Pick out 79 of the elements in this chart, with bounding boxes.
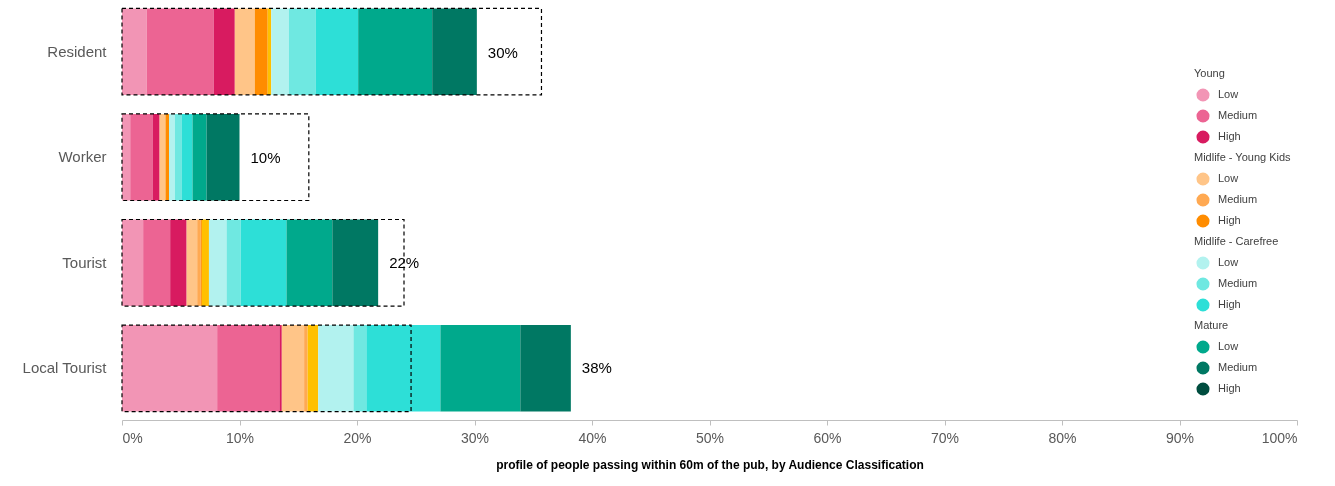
y-tick-label: Local Tourist bbox=[22, 359, 108, 377]
legend-label: High bbox=[1218, 130, 1241, 142]
bar bbox=[201, 219, 209, 307]
bar bbox=[169, 113, 175, 201]
bar bbox=[318, 325, 354, 412]
legend-label: Medium bbox=[1218, 193, 1258, 205]
bar bbox=[170, 219, 187, 307]
legend-label: Low bbox=[1218, 256, 1239, 268]
x-tick-label: 0% bbox=[122, 429, 143, 446]
bar bbox=[288, 8, 316, 95]
bar bbox=[254, 8, 268, 95]
legend-label: Low bbox=[1218, 172, 1239, 184]
legend-label: Medium bbox=[1218, 361, 1258, 373]
legend-label: Medium bbox=[1218, 109, 1258, 121]
bar bbox=[122, 8, 147, 95]
legend-label: High bbox=[1218, 382, 1241, 394]
x-tick-label: 30% bbox=[460, 429, 490, 446]
x-tick-label: 100% bbox=[1261, 429, 1298, 446]
bar bbox=[440, 325, 521, 412]
bar bbox=[358, 8, 433, 95]
annotation: 10% bbox=[250, 148, 281, 166]
bar bbox=[366, 325, 441, 412]
annotation: 30% bbox=[487, 43, 518, 61]
x-tick-label: 60% bbox=[813, 429, 842, 446]
bar bbox=[165, 113, 169, 201]
bar bbox=[353, 325, 367, 412]
x-tick-label: 50% bbox=[695, 429, 725, 446]
bar bbox=[208, 219, 227, 307]
bar bbox=[122, 113, 131, 201]
bar bbox=[315, 8, 359, 95]
bar bbox=[332, 219, 379, 307]
bar bbox=[121, 7, 543, 96]
x-tick-label: 10% bbox=[225, 429, 255, 446]
bar bbox=[279, 325, 282, 412]
annotation: Midlife - Young Kids bbox=[1194, 151, 1292, 163]
x-tick-label: 90% bbox=[1165, 429, 1195, 446]
x-tick-label: 40% bbox=[578, 429, 607, 446]
bar bbox=[122, 219, 144, 307]
x-tick-label: 80% bbox=[1048, 429, 1077, 446]
y-tick-label: Resident bbox=[47, 42, 108, 60]
bar bbox=[130, 113, 153, 201]
bar bbox=[520, 325, 571, 412]
y-tick-label: Worker bbox=[58, 148, 107, 166]
bar bbox=[186, 219, 198, 307]
legend-label: Low bbox=[1218, 88, 1239, 100]
bar bbox=[286, 219, 333, 307]
annotation: 38% bbox=[581, 358, 612, 376]
bar bbox=[432, 8, 477, 95]
bar bbox=[143, 219, 171, 307]
annotation: Midlife - Carefree bbox=[1194, 235, 1279, 247]
bar bbox=[217, 325, 280, 412]
legend-label: High bbox=[1218, 298, 1241, 310]
bar bbox=[206, 113, 240, 201]
annotation: Young bbox=[1194, 67, 1225, 79]
bar bbox=[281, 325, 305, 412]
annotation: 22% bbox=[389, 253, 420, 271]
bar bbox=[304, 325, 308, 412]
bar bbox=[234, 8, 255, 95]
bar bbox=[146, 8, 214, 95]
legend-label: High bbox=[1218, 214, 1241, 226]
bar bbox=[174, 113, 182, 201]
bar bbox=[271, 8, 289, 95]
x-tick-label: 70% bbox=[930, 429, 960, 446]
x-axis-title: profile of people passing within 60m of the pub, by Audience Classification bbox=[496, 457, 924, 472]
bar bbox=[307, 325, 319, 412]
legend-label: Medium bbox=[1218, 277, 1258, 289]
bar bbox=[121, 324, 412, 413]
bar bbox=[240, 219, 287, 307]
bar bbox=[226, 219, 241, 307]
annotation: Mature bbox=[1194, 319, 1229, 331]
y-tick-label: Tourist bbox=[62, 253, 108, 271]
bar bbox=[192, 113, 207, 201]
x-tick-label: 20% bbox=[343, 429, 372, 446]
bar bbox=[121, 113, 310, 202]
bar bbox=[152, 113, 160, 201]
legend-label: Low bbox=[1218, 340, 1239, 352]
bar bbox=[181, 113, 193, 201]
bar bbox=[213, 8, 235, 95]
bar bbox=[122, 325, 218, 412]
